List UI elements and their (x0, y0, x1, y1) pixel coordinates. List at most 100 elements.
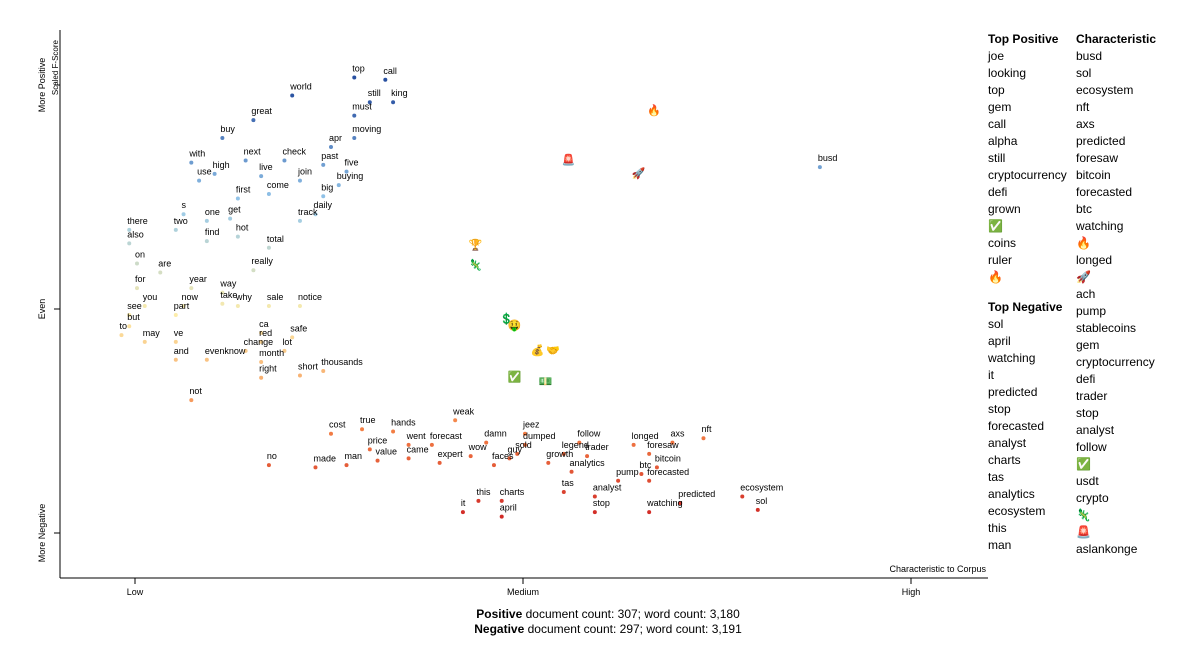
point-label: came (407, 444, 429, 454)
point-label: this (476, 487, 491, 497)
point-label: total (267, 234, 284, 244)
characteristic-title: Characteristic (1076, 32, 1157, 46)
top-negative-item: sol (988, 317, 1004, 331)
data-point (127, 324, 132, 329)
data-point (243, 348, 248, 353)
data-point (740, 494, 745, 499)
point-label: see (127, 301, 142, 311)
characteristic-item: 🚀 (1076, 270, 1091, 284)
data-point (235, 196, 240, 201)
point-label: five (345, 158, 359, 168)
data-point (755, 507, 760, 512)
characteristic-item: pump (1076, 304, 1107, 318)
point-label: axs (670, 429, 685, 439)
chart-labels: world top call still king must great moving buy a… (119, 64, 837, 513)
point-label: past (321, 151, 339, 161)
x-axis-title: Characteristic to Corpus (889, 564, 986, 574)
point-label: with (188, 149, 205, 159)
data-point (523, 442, 527, 447)
point-label: forecasted (647, 467, 689, 477)
data-point (631, 442, 636, 447)
data-point (336, 183, 341, 188)
point-label: year (189, 274, 207, 284)
data-point (437, 460, 442, 465)
data-point (577, 440, 582, 445)
point-label: moving (352, 124, 381, 134)
point-label: thousands (321, 357, 363, 367)
top-negative-item: predicted (988, 385, 1038, 399)
data-point (282, 158, 287, 163)
point-label: april (500, 503, 517, 513)
data-point (499, 514, 504, 519)
characteristic-item: usdt (1076, 474, 1099, 488)
data-point (142, 339, 147, 344)
point-label: may (143, 328, 161, 338)
data-point (352, 75, 357, 80)
point-label: evenknow (205, 346, 246, 356)
point-label: track (298, 207, 318, 217)
chart-axes: Low Medium High More Negative Even More Posit… (37, 30, 988, 597)
point-label: there (127, 216, 148, 226)
data-point (235, 304, 240, 309)
data-point (259, 360, 264, 365)
point-icon: 🏆 (469, 239, 483, 252)
top-negative-item: tas (988, 470, 1005, 484)
point-label: cost (329, 420, 346, 430)
point-label: also (127, 229, 144, 239)
characteristic-list: busd sol ecosystem nft axs predicted foresaw bi… (1076, 48, 1156, 558)
top-negative-item: forecasted (988, 419, 1045, 433)
top-positive-item: top (988, 83, 1005, 97)
point-label: s (182, 200, 187, 210)
data-point (197, 178, 202, 183)
point-label: weak (452, 406, 475, 416)
data-point (220, 136, 225, 141)
point-label: for (135, 274, 146, 284)
data-point (701, 436, 706, 441)
point-label: faces (492, 451, 514, 461)
negative-label: Negative (474, 622, 525, 636)
data-point (127, 241, 132, 246)
point-label: not (189, 386, 202, 396)
point-label: come (267, 180, 289, 190)
point-label: legend (562, 440, 589, 450)
point-label: on (135, 249, 145, 259)
characteristic-item: analyst (1076, 423, 1115, 437)
point-label: lot (282, 337, 292, 347)
data-point (204, 218, 209, 223)
negative-count: Negative document count: 297; word count… (0, 622, 1200, 636)
data-point (344, 463, 349, 468)
point-label: first (236, 185, 251, 195)
point-label: but (127, 312, 140, 322)
point-icon: 💲 (500, 312, 514, 325)
data-point (259, 375, 264, 380)
point-label: buying (337, 171, 364, 181)
data-point (266, 463, 271, 468)
characteristic-item: 🔥 (1076, 236, 1091, 250)
point-label: great (251, 106, 272, 116)
point-label: stop (593, 498, 610, 508)
point-label: two (174, 216, 188, 226)
data-point (220, 301, 225, 306)
data-point (173, 339, 178, 344)
point-label: sol (756, 496, 768, 506)
negative-count-text: document count: 297; word count: 3,191 (524, 622, 742, 636)
point-label: analytics (570, 458, 606, 468)
data-point (228, 216, 233, 221)
point-label: jeez (522, 420, 540, 430)
data-point (329, 145, 333, 149)
characteristic-item: axs (1076, 117, 1095, 131)
point-label: man (345, 451, 363, 461)
point-label: change (244, 337, 274, 347)
point-label: ecosystem (740, 482, 783, 492)
data-point (290, 335, 295, 340)
top-negative-item: this (988, 521, 1007, 535)
data-point (251, 118, 256, 123)
point-label: went (406, 431, 427, 441)
data-point (297, 178, 302, 183)
point-label: now (182, 292, 199, 302)
data-point (585, 454, 590, 459)
data-point (259, 330, 264, 335)
top-positive-item: joe (988, 49, 1005, 63)
point-label: no (267, 451, 277, 461)
